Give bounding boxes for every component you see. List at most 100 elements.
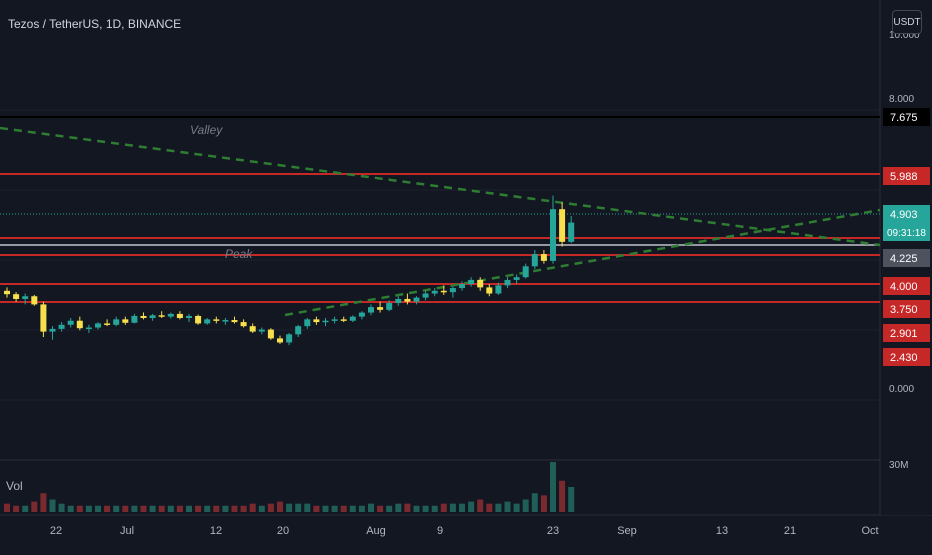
annotation-peak: Peak [225,247,253,261]
volume-bar [286,503,293,512]
volume-bar [204,505,211,512]
time-tick: 9 [437,525,443,537]
candles [4,195,575,346]
candle-body [322,320,329,323]
volume-bar [504,501,511,512]
volume-bar [131,505,138,512]
candle-body [149,315,156,318]
trend-lines [0,126,881,317]
price-label: 4.903 [890,209,918,221]
price-label: 7.675 [890,112,918,124]
volume-bar [340,505,347,512]
candle-body [122,319,129,323]
volume-bar [231,505,238,512]
volume-label: Vol [6,479,23,493]
volume-bar [213,505,220,512]
volume-bar [358,505,365,512]
volume-bar [459,503,465,512]
candle-body [358,312,365,317]
candle-body [195,315,202,324]
candle-body [522,266,529,278]
candle-body [313,319,320,323]
candle-body [240,322,247,327]
candle-body [95,323,101,328]
candle-body [76,320,83,329]
volume-bar [58,503,65,512]
price-label: 4.225 [890,253,918,265]
volume-bar [377,505,384,512]
candle-body [222,320,229,322]
volume-bar [540,495,547,512]
price-label: 4.000 [890,281,918,293]
candle-body [176,313,183,318]
time-tick: Oct [861,525,878,537]
candle-body [249,326,256,332]
candle-body [4,290,10,295]
price-tick: 8.000 [889,94,914,105]
time-tick: Sep [617,525,637,537]
candle-body [422,293,429,298]
volume-bar [331,505,338,512]
candle-body [85,327,92,330]
volume-bar [486,503,493,512]
time-tick: Jul [120,525,134,537]
volume-bar [368,503,374,512]
volume-bar [531,493,538,512]
candle-body [213,319,220,321]
volume-bar [413,505,420,512]
volume-bar [495,503,502,512]
candle-body [286,334,293,343]
volume-bar [167,505,174,512]
candle-body [368,307,374,313]
price-label-bg [883,348,930,366]
volume-bar [158,505,165,512]
volume-bars [4,462,575,512]
volume-bar [113,505,120,512]
candle-body [186,315,192,318]
volume-bar [422,505,429,512]
candle-body [258,329,265,332]
candle-body [40,304,47,332]
price-label-bg [883,205,930,241]
volume-bar [522,499,529,512]
currency-button[interactable]: USDT [892,10,922,34]
candle-body [459,284,465,289]
horizontal-lines [0,116,880,303]
time-tick: Aug [366,525,386,537]
volume-bar [85,505,92,512]
candle-body [340,319,347,321]
price-label-bg [883,324,930,342]
volume-bar [559,480,566,512]
candle-body [504,279,511,286]
candle-body [386,303,393,310]
candle-body [277,338,283,343]
candle-body [449,288,456,293]
volume-bar [49,499,56,512]
volume-bar [31,501,38,512]
volume-bar [140,505,147,512]
volume-bar [349,505,356,512]
volume-bar [304,503,311,512]
volume-bar [40,493,47,512]
candle-body [495,285,502,294]
volume-bar [449,503,456,512]
candle-body [104,323,111,325]
price-label-bg [883,300,930,318]
volume-bar [468,501,475,512]
candle-body [31,296,38,305]
volume-bar [186,505,192,512]
time-tick: 23 [547,525,559,537]
candle-body [404,298,411,302]
price-axis: 10.000 8.000 0.000 30M 7.675 5.988 4.903 09:31:… [881,0,932,515]
candle-body [559,209,566,242]
time-axis: 22 Jul 12 20 Aug 9 23 Sep 13 21 Oct [50,525,879,537]
candle-body [267,329,274,339]
price-label: 5.988 [890,171,918,183]
candle-body [349,316,356,321]
time-tick: 21 [784,525,796,537]
candle-body [231,320,238,323]
candle-body [158,315,165,317]
annotations: Valley Peak Vol [6,123,253,493]
